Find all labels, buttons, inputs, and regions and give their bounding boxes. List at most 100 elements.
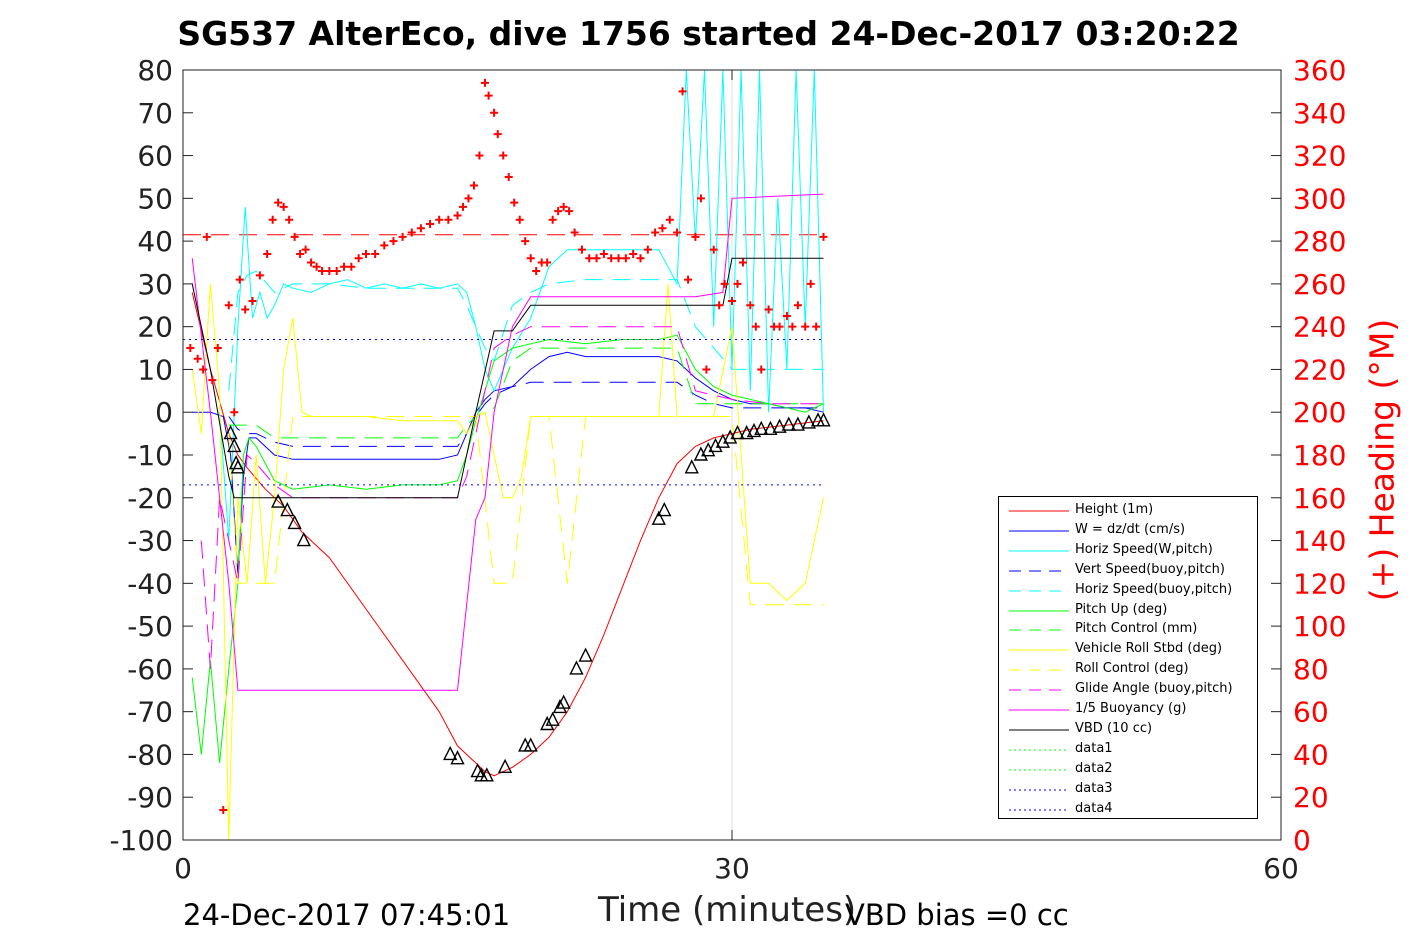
vehicle-marker	[772, 418, 787, 433]
heading-point	[371, 249, 380, 258]
heading-point	[696, 194, 705, 203]
series-line-7	[191, 283, 824, 840]
heading-point	[347, 262, 356, 271]
y-tick-label: -10	[127, 439, 173, 472]
heading-point	[751, 322, 760, 331]
y-right-tick-label: 260	[1293, 268, 1346, 301]
y-tick-label: -90	[127, 781, 173, 814]
heading-point	[444, 215, 453, 224]
legend-label: data1	[1075, 740, 1113, 756]
vehicle-marker	[227, 437, 242, 453]
heading-point	[435, 215, 444, 224]
heading-point	[469, 181, 478, 190]
heading-point	[279, 202, 288, 211]
vehicle-marker	[657, 502, 672, 517]
y-tick-label: 30	[137, 268, 173, 301]
heading-point	[775, 322, 784, 331]
heading-point	[526, 254, 535, 263]
vehicle-marker	[715, 433, 730, 448]
legend-item: W = dz/dt (cm/s)	[999, 520, 1257, 540]
y-tick-label: -30	[127, 525, 173, 558]
legend-swatch	[1009, 729, 1069, 731]
heading-point	[532, 267, 541, 276]
vehicle-marker	[754, 420, 769, 436]
y-tick-label: 20	[137, 311, 173, 344]
series-line-8	[228, 416, 824, 606]
vehicle-marker	[540, 715, 555, 731]
legend-swatch	[1009, 689, 1069, 691]
y-tick-label: 80	[137, 54, 173, 87]
y-right-tick-label: 20	[1293, 781, 1329, 814]
legend-label: Roll Control (deg)	[1075, 661, 1189, 677]
plot-area	[183, 70, 831, 840]
vehicle-marker	[684, 459, 699, 474]
heading-point	[806, 279, 815, 288]
legend-swatch	[1009, 629, 1069, 631]
heading-point	[208, 376, 217, 385]
legend-item: data2	[999, 759, 1257, 779]
heading-point	[643, 245, 652, 254]
vehicle-marker	[556, 694, 571, 709]
heading-point	[709, 245, 718, 254]
heading-point	[398, 232, 407, 241]
heading-point	[684, 275, 693, 284]
legend-swatch	[1009, 590, 1069, 592]
legend-swatch	[1009, 530, 1069, 532]
heading-point	[565, 207, 574, 216]
y-right-tick-label: 100	[1293, 610, 1346, 643]
legend-item: Horiz Speed(buoy,pitch)	[999, 580, 1257, 600]
heading-point	[493, 130, 502, 139]
heading-point	[480, 78, 489, 87]
y-tick-label: -100	[109, 824, 173, 857]
y-right-tick-label: 200	[1293, 396, 1346, 429]
legend-label: Horiz Speed(W,pitch)	[1075, 541, 1213, 557]
y-tick-label: 50	[137, 182, 173, 215]
legend-swatch	[1009, 649, 1069, 651]
heading-point	[651, 228, 660, 237]
heading-point	[607, 254, 616, 263]
vehicle-marker	[763, 420, 778, 436]
heading-point	[475, 151, 484, 160]
heading-point	[241, 305, 250, 314]
vehicle-marker	[693, 446, 709, 461]
legend-swatch	[1009, 749, 1069, 751]
vehicle-marker	[280, 502, 295, 517]
legend-label: Height (1m)	[1075, 502, 1154, 517]
heading-point	[290, 232, 299, 241]
heading-point	[548, 215, 557, 224]
legend-label: data3	[1075, 780, 1113, 796]
heading-point	[746, 301, 755, 310]
heading-point	[268, 215, 277, 224]
heading-point	[224, 301, 233, 310]
legend-swatch	[1009, 570, 1069, 572]
legend-label: Horiz Speed(buoy,pitch)	[1075, 581, 1233, 597]
heading-point	[499, 151, 508, 160]
heading-point	[274, 198, 283, 207]
vehicle-marker	[296, 531, 311, 547]
vehicle-marker	[497, 758, 513, 773]
legend-label: Pitch Up (deg)	[1075, 601, 1168, 617]
legend-label: Glide Angle (buoy,pitch)	[1075, 681, 1233, 697]
heading-point	[665, 215, 674, 224]
legend-item: Glide Angle (buoy,pitch)	[999, 679, 1257, 699]
legend-swatch	[1009, 669, 1069, 671]
heading-point	[673, 228, 682, 237]
heading-point	[554, 207, 563, 216]
heading-point	[263, 249, 272, 258]
legend-swatch	[1009, 809, 1069, 810]
heading-point	[757, 365, 766, 374]
heading-point	[521, 237, 530, 246]
x-axis-label: Time (minutes)	[598, 890, 857, 930]
heading-point	[812, 322, 821, 331]
heading-point	[407, 228, 416, 237]
heading-point	[464, 194, 473, 203]
heading-point	[230, 408, 239, 417]
heading-point	[510, 198, 519, 207]
heading-point	[193, 354, 202, 363]
heading-point	[621, 254, 630, 263]
heading-point	[235, 275, 244, 284]
heading-point	[186, 344, 195, 353]
heading-point	[219, 806, 228, 815]
heading-point	[380, 241, 389, 250]
heading-point	[793, 301, 802, 310]
